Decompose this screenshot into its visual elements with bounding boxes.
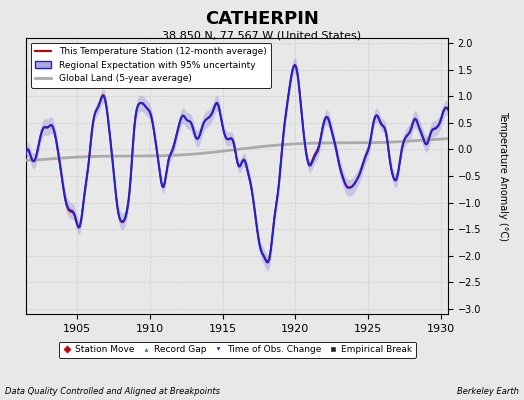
Text: Data Quality Controlled and Aligned at Breakpoints: Data Quality Controlled and Aligned at B… bbox=[5, 387, 220, 396]
Text: CATHERPIN: CATHERPIN bbox=[205, 10, 319, 28]
Text: Berkeley Earth: Berkeley Earth bbox=[457, 387, 519, 396]
Y-axis label: Temperature Anomaly (°C): Temperature Anomaly (°C) bbox=[498, 111, 508, 241]
Text: 38.850 N, 77.567 W (United States): 38.850 N, 77.567 W (United States) bbox=[162, 30, 362, 40]
Legend: Station Move, Record Gap, Time of Obs. Change, Empirical Break: Station Move, Record Gap, Time of Obs. C… bbox=[59, 342, 416, 358]
